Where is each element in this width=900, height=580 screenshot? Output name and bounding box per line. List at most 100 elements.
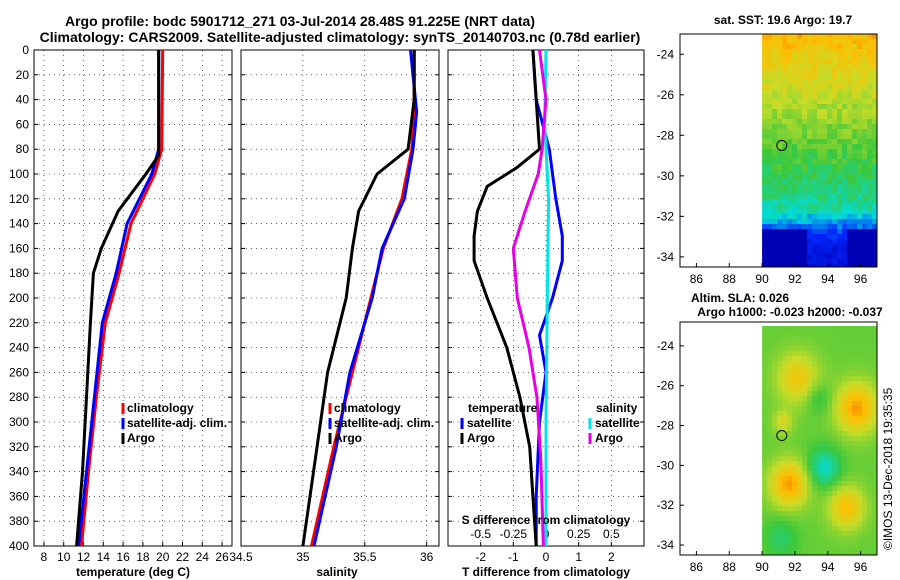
- map-cell: [792, 129, 798, 135]
- map-cell: [797, 376, 803, 382]
- map-cell: [797, 481, 803, 487]
- map-cell: [847, 351, 853, 357]
- map-cell: [827, 84, 833, 90]
- map-cell: [852, 481, 858, 487]
- map-cell: [807, 346, 813, 352]
- map-cell: [837, 214, 843, 220]
- map-cell: [817, 436, 823, 442]
- map-cell: [777, 174, 783, 180]
- map-cell: [772, 59, 778, 65]
- map-cell: [807, 84, 813, 90]
- map-cell: [857, 366, 863, 372]
- map-cell: [767, 49, 773, 55]
- map-cell: [827, 526, 833, 532]
- map-cell: [772, 516, 778, 522]
- map-cell: [807, 139, 813, 145]
- map-cell: [817, 244, 823, 250]
- map-cell: [772, 234, 778, 240]
- map-cell: [852, 471, 858, 477]
- map-cell: [832, 376, 838, 382]
- map-cell: [812, 139, 818, 145]
- lat-tick-label: -24: [657, 339, 675, 353]
- map-cell: [822, 164, 828, 170]
- map-cell: [782, 99, 788, 105]
- map-cell: [872, 476, 877, 482]
- map-cell: [782, 326, 788, 332]
- map-cell: [807, 436, 813, 442]
- depth-tick-label: 60: [16, 117, 30, 131]
- map-cell: [792, 381, 798, 387]
- map-cell: [812, 541, 818, 547]
- map-cell: [872, 331, 877, 337]
- map-cell: [812, 496, 818, 502]
- map-cell: [827, 219, 833, 225]
- map-cell: [797, 69, 803, 75]
- map-cell: [777, 346, 783, 352]
- map-cell: [822, 486, 828, 492]
- map-cell: [797, 229, 803, 235]
- map-cell: [767, 436, 773, 442]
- map-cell: [762, 411, 768, 417]
- map-cell: [872, 351, 877, 357]
- map-cell: [837, 164, 843, 170]
- map-cell: [792, 164, 798, 170]
- map-cell: [832, 109, 838, 115]
- map-cell: [862, 471, 868, 477]
- map-cell: [867, 134, 873, 140]
- map-cell: [872, 244, 877, 250]
- map-cell: [832, 154, 838, 160]
- map-cell: [857, 189, 863, 195]
- map-cell: [862, 124, 868, 130]
- map-cell: [787, 551, 793, 555]
- salinity-xlabel: salinity: [316, 565, 358, 579]
- map-cell: [802, 526, 808, 532]
- map-cell: [837, 501, 843, 507]
- map-cell: [862, 99, 868, 105]
- map-cell: [837, 49, 843, 55]
- map-cell: [852, 264, 858, 267]
- map-cell: [782, 476, 788, 482]
- map-cell: [792, 486, 798, 492]
- map-cell: [812, 326, 818, 332]
- map-cell: [782, 234, 788, 240]
- map-cell: [817, 254, 823, 260]
- map-cell: [832, 521, 838, 527]
- map-cell: [817, 74, 823, 80]
- map-cell: [792, 361, 798, 367]
- map-cell: [812, 371, 818, 377]
- map-cell: [807, 356, 813, 362]
- map-cell: [832, 381, 838, 387]
- map-cell: [777, 69, 783, 75]
- map-cell: [827, 416, 833, 422]
- map-cell: [792, 371, 798, 377]
- map-cell: [817, 209, 823, 215]
- map-cell: [847, 541, 853, 547]
- map-cell: [812, 79, 818, 85]
- map-cell: [812, 259, 818, 265]
- map-cell: [812, 346, 818, 352]
- map-cell: [807, 64, 813, 70]
- map-cell: [822, 381, 828, 387]
- map-cell: [872, 254, 877, 260]
- map-cell: [777, 264, 783, 267]
- map-cell: [862, 74, 868, 80]
- map-cell: [802, 59, 808, 65]
- map-cell: [767, 371, 773, 377]
- map-cell: [797, 249, 803, 255]
- map-cell: [867, 154, 873, 160]
- map-cell: [837, 331, 843, 337]
- map-cell: [847, 476, 853, 482]
- map-cell: [817, 371, 823, 377]
- map-cell: [852, 451, 858, 457]
- map-cell: [827, 516, 833, 522]
- map-cell: [832, 346, 838, 352]
- map-cell: [827, 476, 833, 482]
- map-cell: [807, 194, 813, 200]
- map-cell: [772, 531, 778, 537]
- map-cell: [867, 416, 873, 422]
- map-cell: [817, 421, 823, 427]
- map-cell: [837, 471, 843, 477]
- map-cell: [872, 451, 877, 457]
- map-cell: [762, 461, 768, 467]
- map-cell: [802, 154, 808, 160]
